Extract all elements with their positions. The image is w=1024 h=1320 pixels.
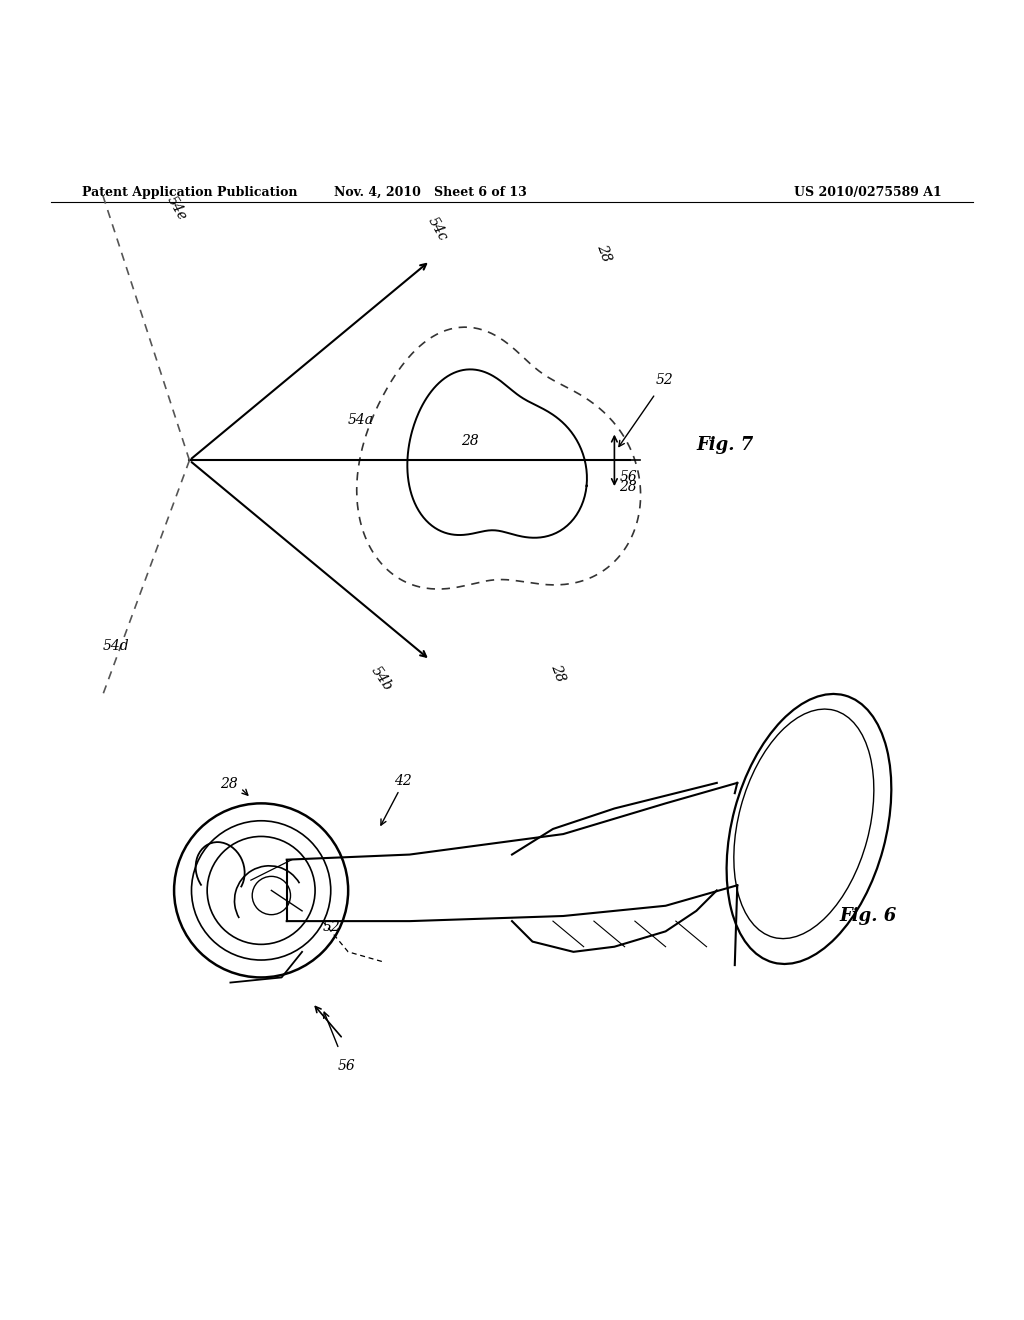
- Text: US 2010/0275589 A1: US 2010/0275589 A1: [795, 186, 942, 198]
- Text: 52: 52: [655, 372, 673, 387]
- Text: Fig. 6: Fig. 6: [840, 907, 897, 925]
- Text: 54e: 54e: [164, 193, 189, 223]
- Text: 28: 28: [461, 434, 478, 447]
- Text: 28: 28: [620, 480, 637, 494]
- Text: 52: 52: [323, 920, 340, 935]
- Text: 28: 28: [594, 242, 613, 264]
- Text: Patent Application Publication: Patent Application Publication: [82, 186, 297, 198]
- Text: 54b: 54b: [369, 664, 395, 694]
- Text: 28: 28: [548, 663, 567, 684]
- Text: 28: 28: [220, 777, 238, 791]
- Text: 54a: 54a: [348, 413, 374, 428]
- Text: 54c: 54c: [425, 214, 450, 243]
- Text: Nov. 4, 2010   Sheet 6 of 13: Nov. 4, 2010 Sheet 6 of 13: [334, 186, 526, 198]
- Text: Fig. 7: Fig. 7: [696, 436, 754, 454]
- Text: 56: 56: [620, 470, 637, 484]
- Text: 54d: 54d: [102, 639, 129, 653]
- Text: 56: 56: [338, 1059, 355, 1073]
- Text: 42: 42: [394, 774, 412, 788]
